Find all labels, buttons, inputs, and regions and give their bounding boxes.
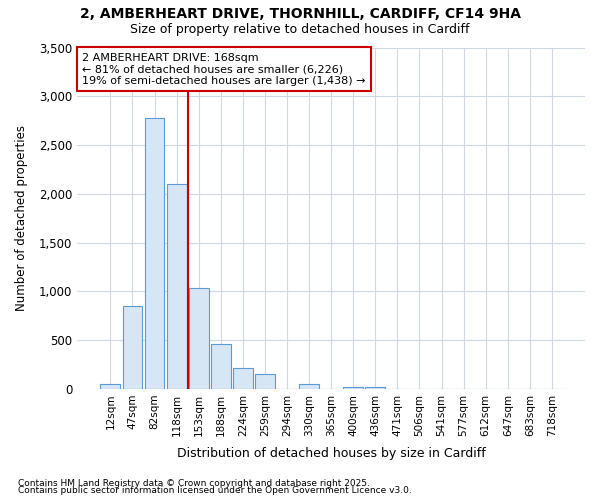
- Text: 2, AMBERHEART DRIVE, THORNHILL, CARDIFF, CF14 9HA: 2, AMBERHEART DRIVE, THORNHILL, CARDIFF,…: [79, 8, 521, 22]
- Text: Contains public sector information licensed under the Open Government Licence v3: Contains public sector information licen…: [18, 486, 412, 495]
- Y-axis label: Number of detached properties: Number of detached properties: [15, 125, 28, 311]
- Bar: [167, 184, 187, 389]
- Bar: [122, 306, 142, 389]
- Text: Size of property relative to detached houses in Cardiff: Size of property relative to detached ho…: [130, 22, 470, 36]
- Text: Contains HM Land Registry data © Crown copyright and database right 2025.: Contains HM Land Registry data © Crown c…: [18, 478, 370, 488]
- Bar: [365, 388, 385, 389]
- X-axis label: Distribution of detached houses by size in Cardiff: Distribution of detached houses by size …: [177, 447, 485, 460]
- Bar: [145, 118, 164, 389]
- Bar: [255, 374, 275, 389]
- Bar: [100, 384, 120, 389]
- Bar: [343, 387, 363, 389]
- Text: 2 AMBERHEART DRIVE: 168sqm
← 81% of detached houses are smaller (6,226)
19% of s: 2 AMBERHEART DRIVE: 168sqm ← 81% of deta…: [82, 52, 366, 86]
- Bar: [299, 384, 319, 389]
- Bar: [189, 288, 209, 389]
- Bar: [211, 344, 231, 389]
- Bar: [233, 368, 253, 389]
